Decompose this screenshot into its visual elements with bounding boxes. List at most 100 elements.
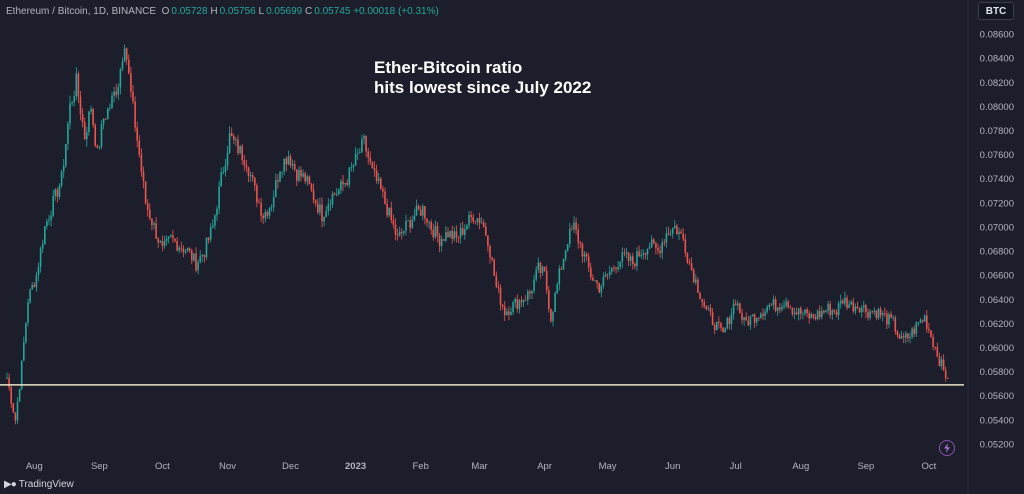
low-value: 0.05699	[266, 6, 303, 17]
candle-body	[220, 172, 222, 187]
candle-body	[79, 96, 82, 115]
y-tick-label: 0.06200	[980, 319, 1014, 330]
x-tick-label: Sep	[91, 461, 108, 472]
candle-body	[109, 108, 111, 109]
candle-body	[321, 204, 323, 222]
candle-body	[724, 328, 726, 333]
candle-body	[249, 175, 252, 176]
candle-body	[344, 182, 346, 185]
candle-body	[734, 303, 737, 306]
candle-body	[73, 96, 75, 103]
candle-body	[688, 262, 691, 264]
candle-body	[701, 299, 703, 302]
candle-body	[216, 208, 218, 216]
headline: Ether-Bitcoin ratio hits lowest since Ju…	[374, 58, 591, 98]
candle-body	[745, 317, 747, 321]
y-tick-label: 0.08000	[980, 102, 1014, 113]
candle-body	[527, 291, 529, 301]
candle-body	[869, 311, 871, 318]
candle-body	[243, 160, 246, 166]
candle-body	[390, 207, 393, 221]
candle-body	[298, 170, 300, 181]
candle-body	[816, 310, 819, 319]
candle-body	[268, 208, 271, 216]
candle-body	[207, 237, 210, 240]
candle-body	[453, 231, 456, 239]
candle-body	[514, 298, 516, 303]
candle-body	[646, 248, 649, 255]
candle-body	[892, 317, 894, 319]
candle-body	[54, 189, 57, 196]
y-tick-label: 0.07800	[980, 126, 1014, 137]
candle-body	[942, 359, 945, 371]
candle-body	[314, 200, 317, 204]
candle-body	[611, 267, 613, 272]
candle-body	[919, 320, 922, 323]
y-tick-label: 0.05600	[980, 391, 1014, 402]
y-tick-label: 0.08200	[980, 78, 1014, 89]
candle-body	[277, 180, 279, 182]
candle-body	[503, 306, 506, 316]
candle-body	[218, 186, 220, 209]
candle-body	[495, 275, 498, 287]
candle-body	[713, 324, 716, 331]
lightning-alert-icon[interactable]	[939, 440, 955, 456]
y-tick-label: 0.06000	[980, 343, 1014, 354]
candle-body	[615, 267, 617, 270]
candle-body	[451, 230, 453, 239]
candle-body	[598, 283, 600, 293]
candle-body	[67, 123, 69, 144]
candle-body	[12, 403, 15, 413]
x-tick-label: Mar	[471, 461, 487, 472]
candle-body	[279, 172, 281, 182]
candle-body	[848, 304, 850, 308]
candle-body	[480, 222, 483, 224]
candle-body	[875, 310, 878, 318]
candle-body	[407, 220, 409, 222]
candle-body	[426, 218, 428, 223]
candle-body	[938, 356, 941, 366]
candle-body	[155, 223, 157, 239]
currency-badge[interactable]: BTC	[978, 2, 1014, 20]
candle-body	[361, 139, 363, 153]
tradingview-logo[interactable]: ▶● TradingView	[4, 479, 74, 490]
candle-body	[865, 305, 867, 313]
candle-body	[447, 232, 449, 238]
candle-body	[340, 181, 342, 191]
candle-body	[157, 238, 159, 243]
candle-body	[583, 254, 586, 257]
candle-body	[947, 378, 949, 379]
candle-body	[659, 250, 661, 254]
candle-body	[932, 337, 934, 347]
candle-body	[716, 321, 718, 331]
candle-body	[136, 127, 138, 141]
candle-body	[575, 222, 577, 230]
candle-body	[743, 317, 745, 321]
candle-body	[772, 299, 775, 305]
x-tick-label: Apr	[537, 461, 552, 472]
candle-body	[161, 241, 164, 246]
candle-body	[65, 143, 67, 166]
candle-body	[258, 202, 260, 204]
y-tick-label: 0.07200	[980, 198, 1014, 209]
candle-body	[749, 316, 752, 326]
x-tick-label: Oct	[155, 461, 170, 472]
candle-body	[846, 297, 848, 308]
candle-body	[888, 314, 890, 325]
candle-body	[119, 69, 122, 88]
candle-body	[472, 216, 474, 222]
candle-body	[98, 146, 101, 148]
candle-body	[804, 309, 806, 314]
candle-body	[663, 242, 666, 244]
candle-body	[928, 328, 930, 331]
candle-body	[377, 178, 380, 182]
candle-body	[6, 377, 8, 379]
candle-body	[678, 231, 680, 235]
candle-body	[18, 388, 21, 402]
candle-body	[562, 259, 565, 270]
candle-body	[117, 87, 120, 95]
candle-body	[818, 310, 821, 318]
candle-body	[310, 184, 313, 191]
y-tick-label: 0.06800	[980, 247, 1014, 258]
